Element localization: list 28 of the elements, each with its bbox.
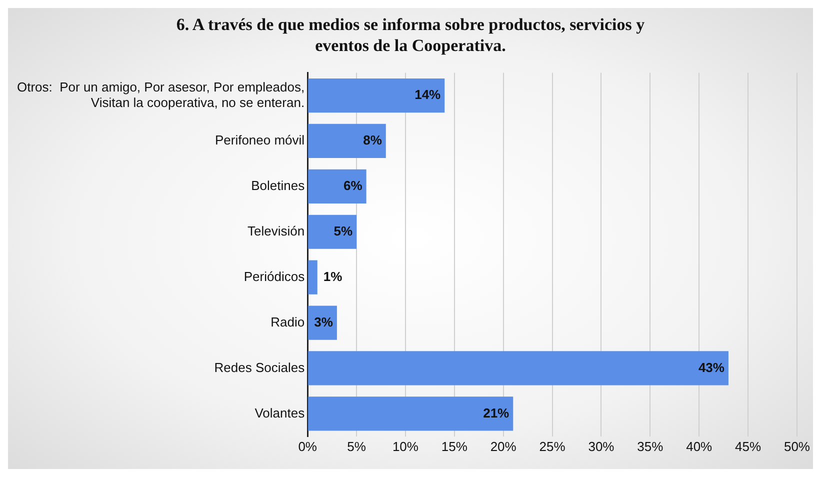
x-tick-label: 0% [298,438,318,454]
y-tick-label: Perifoneo móvil [214,132,305,148]
data-label: 14% [414,87,442,102]
data-label: 21% [483,405,510,420]
x-tick-label: 45% [735,438,762,454]
y-tick-label: Volantes [254,405,306,420]
x-tick-label: 5% [347,438,366,454]
data-label: 43% [698,360,725,375]
data-label: 5% [334,223,353,238]
x-tick-label: 50% [784,438,810,454]
data-label: 3% [314,314,334,330]
data-label: 8% [363,132,382,148]
data-label: 1% [323,268,343,284]
x-tick-label: 40% [686,438,713,454]
x-tick-label: 35% [637,438,664,454]
y-tick-label: Radio [270,314,305,330]
data-label: 6% [344,178,363,194]
x-tick-label: 15% [441,438,468,454]
y-tick-label: Televisión [247,223,305,238]
y-tick-label: Redes Sociales [214,360,306,375]
x-tick-label: 25% [539,438,566,454]
x-tick-label: 30% [588,438,615,454]
y-tick-label: Periódicos [244,268,306,284]
x-tick-label: 20% [490,438,517,454]
y-tick-label: Otros: Por un amigo, Por asesor, Por empleados, Visitan la cooperativa, no se enteran. [16,79,305,110]
x-tick-label: 10% [392,438,419,454]
chart-title: 6. A través de que medios se informa sobre productos, servicios y eventos de la Cooperativa. [175,14,646,57]
y-tick-label: Boletines [251,178,306,194]
